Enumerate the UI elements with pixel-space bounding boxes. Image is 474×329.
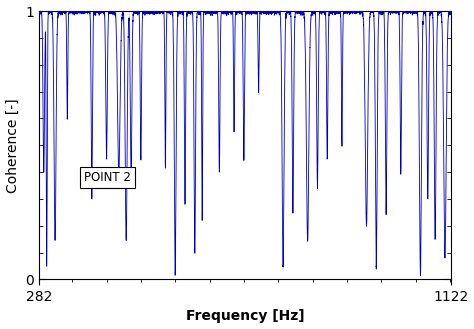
X-axis label: Frequency [Hz]: Frequency [Hz] <box>185 310 304 323</box>
Text: POINT 2: POINT 2 <box>84 171 131 184</box>
Y-axis label: Coherence [-]: Coherence [-] <box>6 98 19 192</box>
